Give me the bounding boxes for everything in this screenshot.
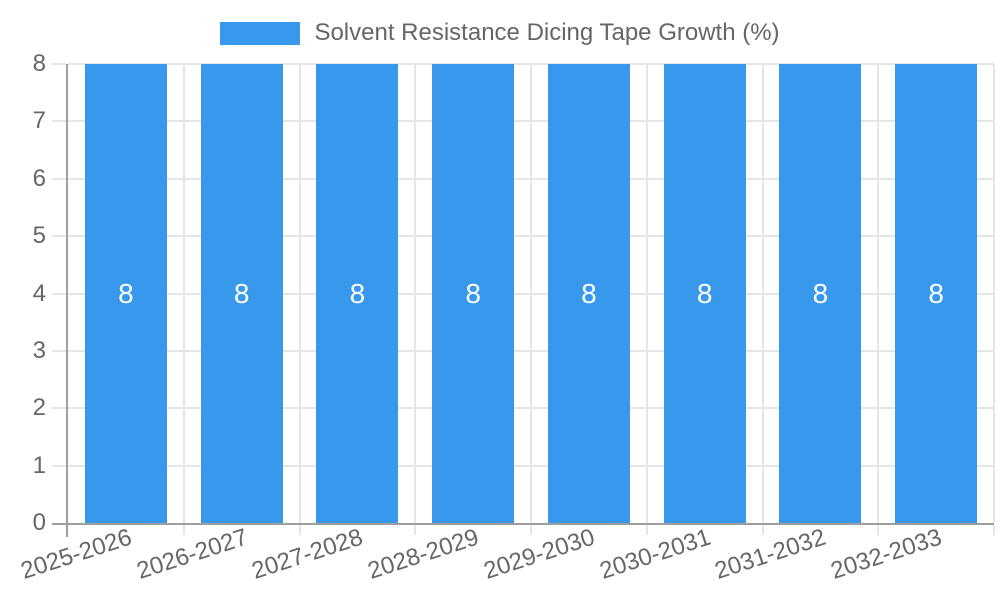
y-tick-mark [52, 464, 66, 467]
bar-value-label: 8 [465, 277, 481, 309]
y-tick-mark [52, 63, 66, 65]
x-gridline [645, 64, 648, 523]
x-tick-mark [877, 525, 880, 535]
x-tick-mark [182, 525, 185, 535]
x-axis-line [52, 523, 994, 525]
y-tick-label: 2 [32, 394, 46, 422]
bar-value-label: 8 [118, 277, 134, 309]
legend-color-swatch [220, 21, 301, 45]
y-tick-mark [52, 292, 66, 295]
y-tick-label: 6 [32, 164, 46, 192]
y-tick-mark [52, 120, 66, 123]
bar[interactable]: 8 [432, 64, 515, 523]
bar[interactable]: 8 [663, 64, 746, 523]
x-gridline [414, 64, 417, 523]
x-tick-mark [298, 525, 301, 535]
bar[interactable]: 8 [895, 64, 978, 523]
x-gridline [877, 64, 880, 523]
y-tick-mark [52, 407, 66, 410]
x-tick-mark [761, 525, 764, 535]
x-gridline [761, 64, 764, 523]
bar[interactable]: 8 [84, 64, 167, 523]
bar-value-label: 8 [349, 277, 366, 309]
y-tick-label: 5 [32, 222, 46, 250]
chart-legend[interactable]: Solvent Resistance Dicing Tape Growth (%… [0, 18, 1000, 48]
x-gridline [530, 64, 532, 523]
x-gridline [182, 64, 185, 523]
bar[interactable]: 8 [316, 64, 399, 523]
bar-value-label: 8 [696, 277, 713, 309]
y-tick-mark [52, 177, 66, 180]
bar[interactable]: 8 [547, 64, 630, 523]
x-tick-mark [414, 525, 417, 535]
y-axis-line [66, 64, 68, 537]
bar-value-label: 8 [581, 277, 597, 309]
y-tick-label: 8 [32, 50, 46, 77]
x-tick-mark [645, 525, 648, 535]
x-tick-mark [530, 525, 532, 535]
y-tick-label: 0 [32, 509, 46, 536]
bar-value-label: 8 [812, 277, 829, 309]
x-gridline [298, 64, 301, 523]
y-tick-label: 1 [32, 451, 46, 479]
y-tick-label: 3 [32, 336, 46, 364]
y-tick-label: 4 [32, 279, 46, 307]
y-tick-mark [52, 235, 66, 238]
y-tick-label: 7 [32, 107, 46, 135]
x-tick-mark [993, 525, 995, 535]
x-gridline [993, 64, 995, 523]
bar-value-label: 8 [928, 277, 944, 309]
bar-value-label: 8 [233, 277, 250, 309]
legend-label: Solvent Resistance Dicing Tape Growth (%… [314, 19, 780, 46]
y-tick-mark [52, 349, 66, 352]
bar[interactable]: 8 [779, 64, 862, 523]
bar[interactable]: 8 [200, 64, 283, 523]
